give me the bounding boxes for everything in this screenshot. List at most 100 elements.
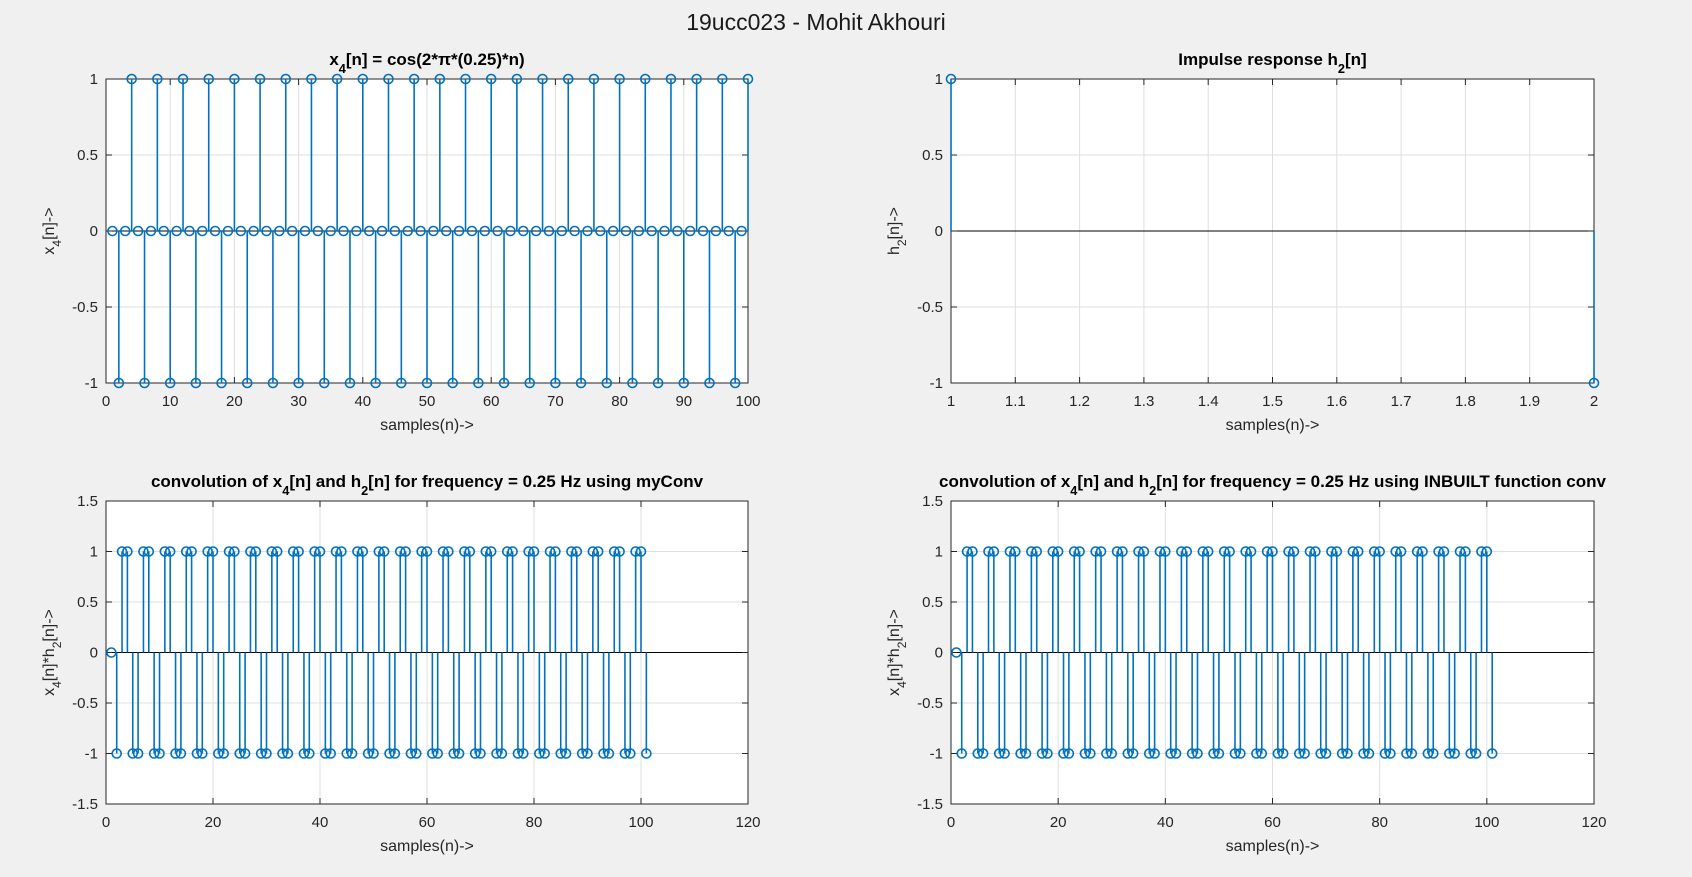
- stem-marker: [175, 748, 187, 759]
- stem-marker: [1058, 748, 1069, 759]
- stem-marker: [1433, 546, 1444, 557]
- stem-marker: [562, 73, 574, 85]
- x-tick-label: 0: [947, 814, 955, 831]
- stem-marker: [320, 748, 331, 759]
- stem-marker: [569, 225, 580, 237]
- stem-marker: [202, 546, 213, 557]
- x-tick-label: 0: [102, 814, 110, 831]
- stem-marker: [550, 546, 561, 557]
- stem-marker: [1342, 748, 1353, 759]
- stem-marker: [191, 748, 203, 759]
- stem-marker: [460, 73, 471, 85]
- stem-marker: [1470, 748, 1482, 759]
- stem-series: [951, 546, 1498, 759]
- y-tick-label: 0: [935, 223, 943, 240]
- stem-marker: [1240, 546, 1252, 557]
- stem-marker: [126, 73, 137, 85]
- stem-marker: [1299, 748, 1310, 759]
- stem-marker: [1588, 377, 1600, 389]
- stem-marker: [344, 377, 356, 389]
- stem-marker: [555, 748, 567, 759]
- stem-marker: [261, 748, 272, 759]
- stem-marker: [560, 748, 572, 759]
- stem-marker: [148, 748, 160, 759]
- stem-marker: [111, 748, 122, 759]
- y-tick-label: 1.5: [77, 493, 98, 510]
- stem-marker: [1460, 546, 1471, 557]
- stem-marker: [1138, 546, 1150, 557]
- stem-marker: [1272, 748, 1284, 759]
- stem-marker: [427, 748, 438, 759]
- stem-marker: [271, 546, 283, 557]
- y-axis-label: h2[n]->: [886, 207, 909, 255]
- stem-marker: [234, 748, 246, 759]
- stem-marker: [448, 748, 460, 759]
- stem-marker: [620, 225, 632, 237]
- stem-marker: [312, 225, 324, 237]
- stem-marker: [277, 748, 288, 759]
- stem-marker: [491, 748, 502, 759]
- stem-marker: [945, 73, 957, 85]
- x-tick-label: 60: [1264, 814, 1281, 831]
- stem-marker: [453, 225, 465, 237]
- stem-marker: [248, 225, 259, 237]
- y-tick-label: -1.5: [72, 796, 98, 813]
- x-tick-label: 1.5: [1262, 393, 1283, 410]
- stem-marker: [223, 546, 235, 557]
- stem-marker: [351, 225, 362, 237]
- stem-marker: [1176, 546, 1187, 557]
- stem-marker: [1068, 546, 1080, 557]
- stem-marker: [469, 748, 481, 759]
- stem-marker: [158, 225, 170, 237]
- chart-conv_builtin: 0 20 40 60 80 100 120 -1.5 -1 -0.5 0 0.5 1 1.5convolu…: [886, 472, 1607, 855]
- stem-marker: [1395, 546, 1407, 557]
- stem-marker: [197, 225, 208, 237]
- stem-marker: [415, 225, 426, 237]
- stem-marker: [421, 377, 433, 389]
- stem-marker: [287, 546, 299, 557]
- stem-marker: [1406, 748, 1418, 759]
- stem-marker: [528, 546, 540, 557]
- stem-marker: [697, 225, 709, 237]
- y-tick-label: 0.5: [922, 594, 943, 611]
- y-tick-label: 1: [90, 71, 98, 88]
- x-tick-label: 1.1: [1005, 393, 1026, 410]
- x-tick-label: 120: [1581, 814, 1606, 831]
- stem-marker: [539, 748, 551, 759]
- stem-marker: [1036, 748, 1048, 759]
- stem-marker: [473, 377, 484, 389]
- y-tick-label: 1: [90, 544, 98, 561]
- stem-marker: [635, 546, 647, 557]
- stem-marker: [437, 546, 449, 557]
- stem-marker: [180, 546, 192, 557]
- stem-marker: [346, 748, 358, 759]
- y-tick-label: 0: [90, 645, 98, 662]
- axes-title: x4[n] = cos(2*π*(0.25)*n): [329, 50, 524, 76]
- stem-marker: [534, 748, 545, 759]
- stem-marker: [363, 225, 375, 237]
- stem-marker: [530, 225, 542, 237]
- stem-marker: [1288, 546, 1300, 557]
- stem-marker: [250, 546, 262, 557]
- stem-marker: [207, 546, 219, 557]
- stem-marker: [1390, 546, 1402, 557]
- x-tick-label: 0: [102, 393, 110, 410]
- stem-marker: [1411, 546, 1423, 557]
- stem-marker: [691, 73, 702, 85]
- stem-marker: [107, 225, 118, 237]
- stem-marker: [587, 546, 599, 557]
- stem-marker: [1031, 546, 1043, 557]
- stem-marker: [507, 546, 518, 557]
- stem-marker: [357, 73, 369, 85]
- stem-marker: [1358, 748, 1369, 759]
- stem-marker: [325, 225, 337, 237]
- x-axis-label: samples(n)->: [380, 838, 474, 855]
- y-tick-label: 0.5: [922, 147, 943, 164]
- stem-marker: [453, 748, 465, 759]
- stem-marker: [1042, 748, 1053, 759]
- stem-marker: [576, 748, 588, 759]
- y-tick-label: 1.5: [922, 493, 943, 510]
- stem-marker: [672, 225, 683, 237]
- stem-marker: [318, 377, 330, 389]
